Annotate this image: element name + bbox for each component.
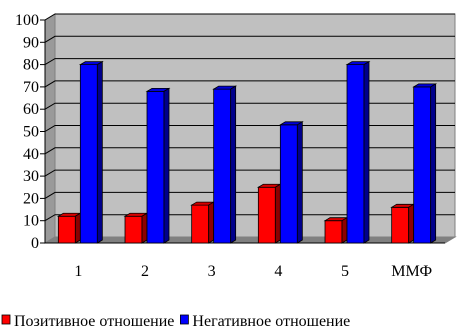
y-tick-label: 40 <box>23 146 39 163</box>
gridline <box>44 35 455 43</box>
gridline <box>44 58 455 66</box>
gridline <box>44 169 455 177</box>
bar-negative <box>212 85 238 244</box>
gridline <box>44 102 455 110</box>
bar-positive <box>190 201 216 244</box>
gridline <box>44 13 455 21</box>
chart-bars <box>56 60 438 244</box>
x-category-label: 1 <box>74 263 82 280</box>
x-category-label: ММФ <box>391 263 432 280</box>
bar-positive <box>390 203 416 244</box>
y-tick-label: 70 <box>23 79 39 96</box>
y-tick-label: 90 <box>23 34 39 51</box>
bar-positive <box>56 212 82 244</box>
y-axis-ticks: 0 10 20 30 40 50 60 70 80 90 100 <box>15 12 45 252</box>
y-tick-label: 80 <box>23 57 39 74</box>
y-tick-label: 60 <box>23 101 39 118</box>
x-category-label: 2 <box>141 263 149 280</box>
y-tick-label: 20 <box>23 190 39 207</box>
bar-negative <box>78 60 104 244</box>
bar-negative <box>278 121 304 244</box>
gridline <box>44 191 455 199</box>
bar-positive <box>323 216 349 244</box>
chart-legend: Позитивное отношение Негативное отношение <box>1 313 350 330</box>
x-axis-categories: 1 2 3 4 5 ММФ <box>74 263 432 280</box>
legend-swatch <box>1 314 11 325</box>
gridline <box>44 125 455 132</box>
gridline <box>44 214 455 222</box>
chart-gridlines <box>44 13 455 222</box>
legend-swatch <box>180 314 189 325</box>
bar-positive <box>256 183 282 244</box>
bar-negative <box>345 60 371 244</box>
gridline <box>44 80 455 88</box>
bar-negative <box>145 87 171 244</box>
x-category-label: 4 <box>274 263 282 280</box>
x-category-label: 5 <box>341 263 349 280</box>
x-category-label: 3 <box>208 263 216 280</box>
y-tick-label: 50 <box>23 124 39 141</box>
gridline <box>44 147 455 155</box>
y-tick-label: 100 <box>15 12 39 29</box>
y-tick-label: 30 <box>23 168 39 185</box>
y-tick-label: 10 <box>23 213 39 230</box>
legend-label: Негативное отношение <box>192 313 350 330</box>
bar-negative <box>412 83 438 244</box>
y-tick-label: 0 <box>31 235 39 252</box>
bar-positive <box>123 212 149 244</box>
legend-label: Позитивное отношение <box>14 313 174 330</box>
